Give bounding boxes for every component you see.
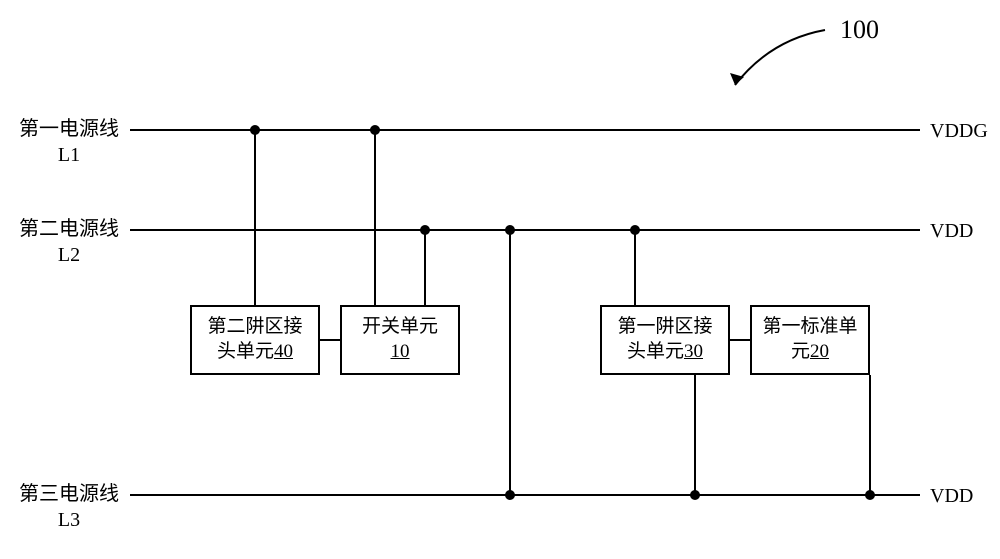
- box-20-ref: 20: [810, 341, 829, 362]
- dot-2: [370, 125, 380, 135]
- v-10-L2: [424, 230, 426, 305]
- label-L2-right: VDD: [930, 220, 973, 243]
- dot-3: [420, 225, 430, 235]
- box-unit-30: 第一阱区接 头单元30: [600, 305, 730, 375]
- box-unit-10: 开关单元 10: [340, 305, 460, 375]
- box-40-ref: 40: [274, 341, 293, 362]
- label-L3-right: VDD: [930, 485, 973, 508]
- label-L3-left: 第三电源线 L3: [10, 481, 128, 533]
- box-unit-40: 第二阱区接 头单元40: [190, 305, 320, 375]
- v-10-L1: [374, 130, 376, 305]
- label-L2-left: 第二电源线 L2: [10, 216, 128, 268]
- dot-1: [250, 125, 260, 135]
- box-30-line2: 头单元30: [627, 340, 703, 365]
- label-L1-id: L1: [10, 142, 128, 168]
- arrow-curve: [720, 25, 840, 100]
- label-L1-right: VDDG: [930, 120, 988, 143]
- label-L3-name: 第三电源线: [10, 481, 128, 507]
- box-20-line2: 元20: [791, 340, 829, 365]
- box-30-line1: 第一阱区接: [617, 315, 712, 340]
- v-30-L2: [634, 230, 636, 305]
- dot-8: [865, 490, 875, 500]
- box-40-prefix: 头单元: [217, 341, 274, 362]
- label-L2-id: L2: [10, 242, 128, 268]
- rail-L2: [130, 229, 920, 231]
- box-20-prefix: 元: [791, 341, 810, 362]
- conn-30-20: [730, 339, 750, 341]
- rail-L1: [130, 129, 920, 131]
- box-10-line2: 10: [391, 340, 410, 365]
- v-30-L3: [694, 375, 696, 495]
- dot-7: [690, 490, 700, 500]
- dot-5: [630, 225, 640, 235]
- box-10-ref: 10: [391, 341, 410, 362]
- box-10-line1: 开关单元: [362, 315, 438, 340]
- v-40-L1: [254, 130, 256, 305]
- label-L1-name: 第一电源线: [10, 116, 128, 142]
- dot-6: [505, 490, 515, 500]
- conn-40-10: [320, 339, 340, 341]
- figure-ref: 100: [840, 15, 879, 45]
- box-20-line1: 第一标准单: [762, 315, 857, 340]
- dot-4: [505, 225, 515, 235]
- box-40-line1: 第二阱区接: [207, 315, 302, 340]
- box-30-prefix: 头单元: [627, 341, 684, 362]
- box-unit-20: 第一标准单 元20: [750, 305, 870, 375]
- box-40-line2: 头单元40: [217, 340, 293, 365]
- rail-L3: [130, 494, 920, 496]
- label-L1-left: 第一电源线 L1: [10, 116, 128, 168]
- label-L3-id: L3: [10, 507, 128, 533]
- v-mid-L2-L3: [509, 230, 511, 495]
- box-30-ref: 30: [684, 341, 703, 362]
- diagram-canvas: 100 第一电源线 L1 第二电源线 L2 第三电源线 L3 VDDG VDD …: [0, 0, 1000, 559]
- label-L2-name: 第二电源线: [10, 216, 128, 242]
- v-20-L3: [869, 375, 871, 495]
